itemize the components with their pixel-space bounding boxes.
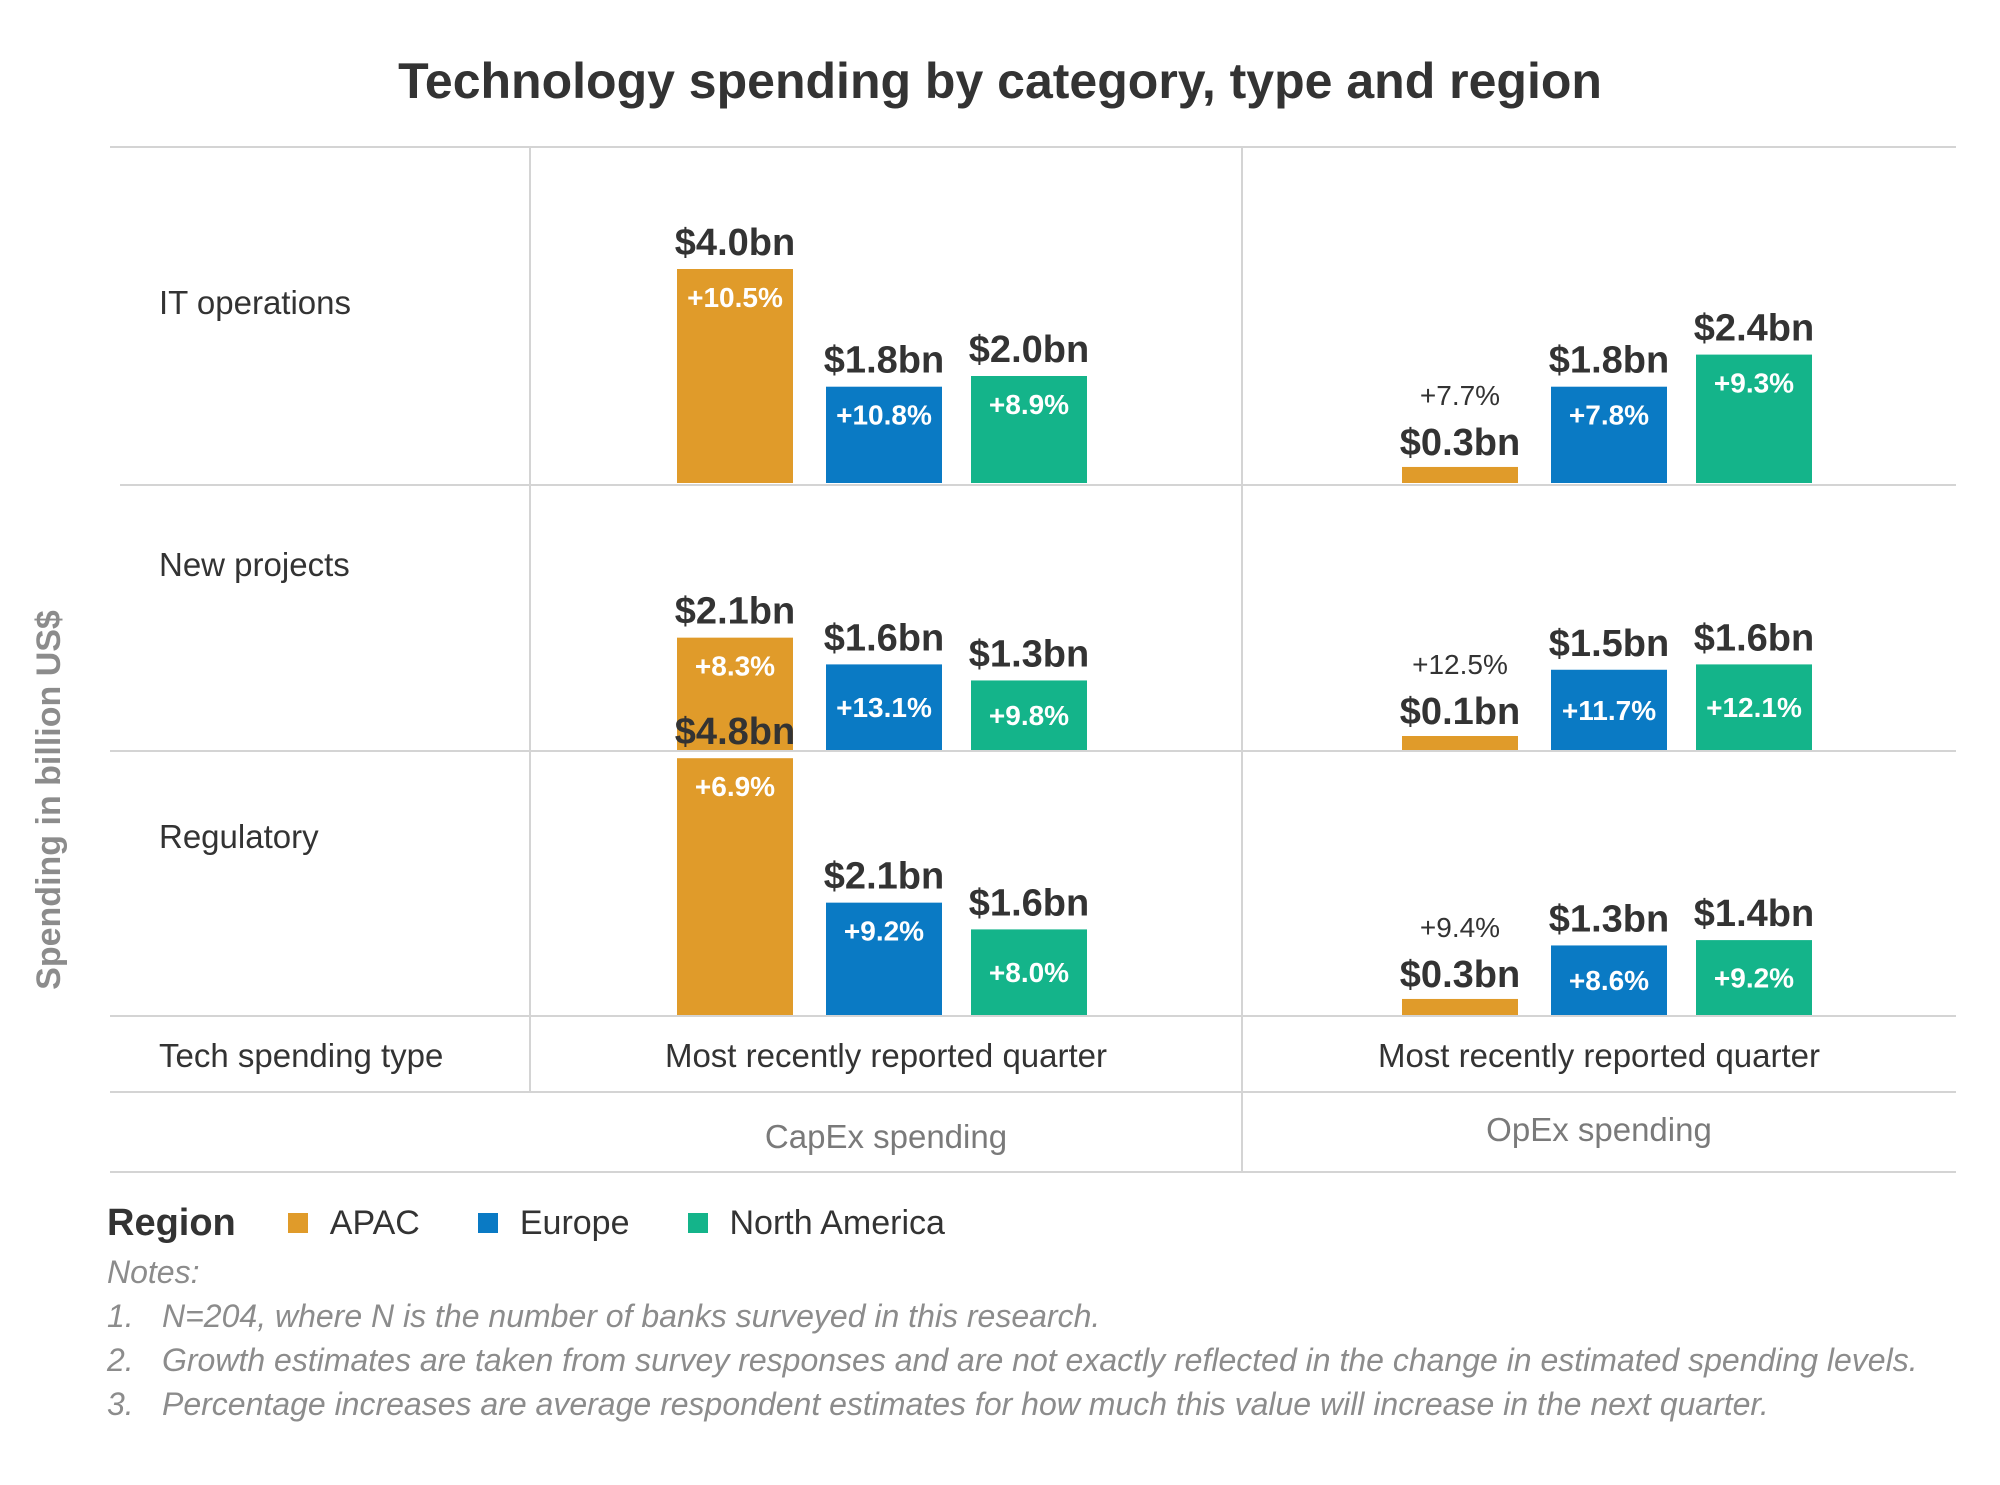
note-text: Growth estimates are taken from survey r… <box>162 1342 1918 1378</box>
notes: Notes: 1. N=204, where N is the number o… <box>107 1250 1918 1426</box>
note-item: 3. Percentage increases are average resp… <box>107 1382 1918 1426</box>
bar-capex-it-operations-north-america <box>971 376 1087 483</box>
panel-group-label: OpEx spending <box>1486 1111 1712 1148</box>
growth-label: +9.8% <box>989 700 1069 731</box>
bar-capex-it-operations-apac <box>677 269 793 483</box>
legend: Region APAC Europe North America <box>107 1195 1003 1251</box>
legend-label-apac: APAC <box>329 1203 420 1242</box>
growth-label: +8.3% <box>695 651 775 682</box>
value-label: $0.3bn <box>1400 422 1520 464</box>
bar-capex-new-projects-north-america <box>971 680 1087 750</box>
note-text: N=204, where N is the number of banks su… <box>162 1298 1101 1334</box>
value-label: $1.4bn <box>1694 893 1814 935</box>
value-label: $1.5bn <box>1549 623 1669 665</box>
note-item: 2. Growth estimates are taken from surve… <box>107 1338 1918 1382</box>
growth-label: +13.1% <box>836 692 932 723</box>
bar-capex-new-projects-europe <box>826 664 942 750</box>
bar-capex-regulatory-apac <box>677 758 793 1015</box>
growth-label: +7.8% <box>1569 400 1649 431</box>
note-number: 3. <box>107 1386 134 1422</box>
growth-label: +9.2% <box>844 916 924 947</box>
bar-opex-regulatory-north-america <box>1696 940 1812 1015</box>
bar-opex-it-operations-north-america <box>1696 354 1812 483</box>
growth-label: +10.8% <box>836 400 932 431</box>
chart-title: Technology spending by category, type an… <box>398 53 1602 109</box>
row-label-new-projects: New projects <box>159 546 350 583</box>
value-label: $1.3bn <box>969 633 1089 675</box>
value-label: $0.1bn <box>1400 691 1520 733</box>
grid-lines <box>110 146 1956 1173</box>
panel-type-label: Most recently reported quarter <box>1378 1037 1820 1074</box>
bar-opex-it-operations-europe <box>1551 386 1667 483</box>
value-label: $1.8bn <box>1549 340 1669 382</box>
legend-item-apac: APAC <box>287 1203 420 1243</box>
growth-label: +11.7% <box>1562 695 1656 726</box>
growth-label: +6.9% <box>695 771 775 802</box>
row-label-regulatory: Regulatory <box>159 818 319 855</box>
row-header-label: Tech spending type <box>159 1037 443 1074</box>
notes-heading: Notes: <box>107 1254 200 1290</box>
growth-label: +9.3% <box>1714 368 1794 399</box>
growth-label: +12.5% <box>1412 649 1508 680</box>
value-label: $1.6bn <box>824 617 944 659</box>
value-label: $1.6bn <box>969 882 1089 924</box>
growth-label: +7.7% <box>1420 380 1500 411</box>
value-label: $2.0bn <box>969 329 1089 371</box>
value-label: $1.8bn <box>824 340 944 382</box>
value-label: $2.1bn <box>675 591 795 633</box>
bar-opex-it-operations-apac <box>1402 466 1518 483</box>
legend-item-north-america: North America <box>687 1203 945 1243</box>
growth-label: +12.1% <box>1706 692 1802 723</box>
panel-group-label: CapEx spending <box>765 1118 1007 1155</box>
bar-opex-new-projects-europe <box>1551 669 1667 750</box>
growth-label: +8.0% <box>989 957 1069 988</box>
bar-opex-regulatory-europe <box>1551 945 1667 1015</box>
footer-labels: Tech spending type Most recently reported… <box>159 1037 1820 1155</box>
growth-label: +8.6% <box>1569 965 1649 996</box>
legend-swatch-north-america <box>687 1213 708 1233</box>
bar-capex-regulatory-europe <box>826 902 942 1015</box>
note-text: Percentage increases are average respond… <box>162 1386 1769 1422</box>
legend-title: Region <box>107 1201 236 1244</box>
legend-item-europe: Europe <box>477 1203 630 1243</box>
bar-capex-new-projects-apac <box>677 637 793 750</box>
row-labels: IT operations New projects Regulatory <box>159 284 351 855</box>
bar-opex-new-projects-apac <box>1402 736 1518 750</box>
panel-type-label: Most recently reported quarter <box>665 1037 1107 1074</box>
legend-label-europe: Europe <box>519 1203 630 1242</box>
legend-swatch-apac <box>287 1213 308 1233</box>
row-label-it-operations: IT operations <box>159 284 351 321</box>
bar-labels: $4.0bn +10.5% $1.8bn +10.8% $2.0bn +8.9% $2.1b… <box>675 222 1814 996</box>
growth-label: +9.2% <box>1714 963 1794 994</box>
y-axis-label: Spending in billion US$ <box>30 610 68 990</box>
growth-label: +10.5% <box>687 282 783 313</box>
bar-capex-it-operations-europe <box>826 386 942 483</box>
value-label: $0.3bn <box>1400 954 1520 996</box>
bars <box>677 269 1812 1015</box>
value-label: $1.6bn <box>1694 617 1814 659</box>
growth-label: +8.9% <box>989 389 1069 420</box>
note-item: 1. N=204, where N is the number of banks… <box>107 1294 1918 1338</box>
value-label: $4.0bn <box>675 222 795 264</box>
bar-capex-regulatory-north-america <box>971 929 1087 1015</box>
value-label: $2.1bn <box>824 856 944 898</box>
growth-label: +9.4% <box>1420 912 1500 943</box>
value-label: $1.3bn <box>1549 898 1669 940</box>
value-label: $2.4bn <box>1694 308 1814 350</box>
note-number: 1. <box>107 1298 134 1334</box>
value-label: $4.8bn <box>675 711 795 753</box>
note-number: 2. <box>107 1342 134 1378</box>
legend-swatch-europe <box>477 1213 498 1233</box>
bar-opex-regulatory-apac <box>1402 998 1518 1015</box>
bar-opex-new-projects-north-america <box>1696 664 1812 750</box>
legend-label-north-america: North America <box>729 1203 945 1242</box>
